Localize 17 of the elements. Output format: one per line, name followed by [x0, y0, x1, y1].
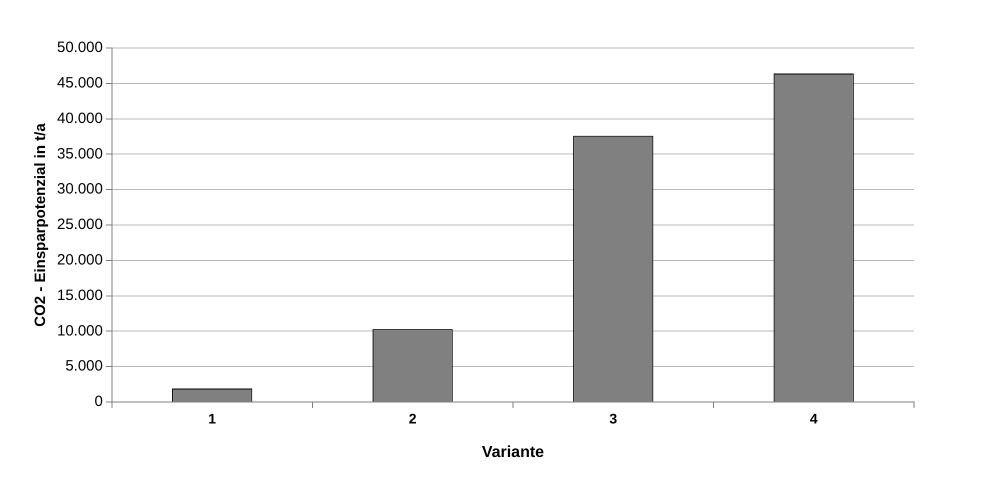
x-tick-label: 2 — [408, 410, 417, 426]
y-tick-label: 20.000 — [56, 252, 103, 269]
y-tick-label: 45.000 — [56, 74, 103, 92]
y-tick-label: 30.000 — [56, 180, 103, 198]
y-tick-label: 50.000 — [56, 39, 103, 56]
y-tick-label: 10.000 — [56, 322, 103, 340]
y-axis-title: CO2 - Einsparpotenzial in t/a — [32, 122, 50, 327]
y-tick-label: 40.000 — [56, 110, 103, 127]
y-tick-label: 0 — [94, 393, 103, 410]
y-tick-label: 25.000 — [56, 216, 103, 234]
x-tick-label: 1 — [208, 410, 216, 426]
x-axis-title: Variante — [482, 444, 544, 461]
x-tick-label: 4 — [810, 410, 818, 426]
y-tick-label: 35.000 — [56, 145, 103, 162]
x-tick-label: 3 — [609, 410, 618, 426]
y-tick-label: 5.000 — [65, 358, 103, 375]
y-tick-label: 15.000 — [56, 286, 103, 304]
